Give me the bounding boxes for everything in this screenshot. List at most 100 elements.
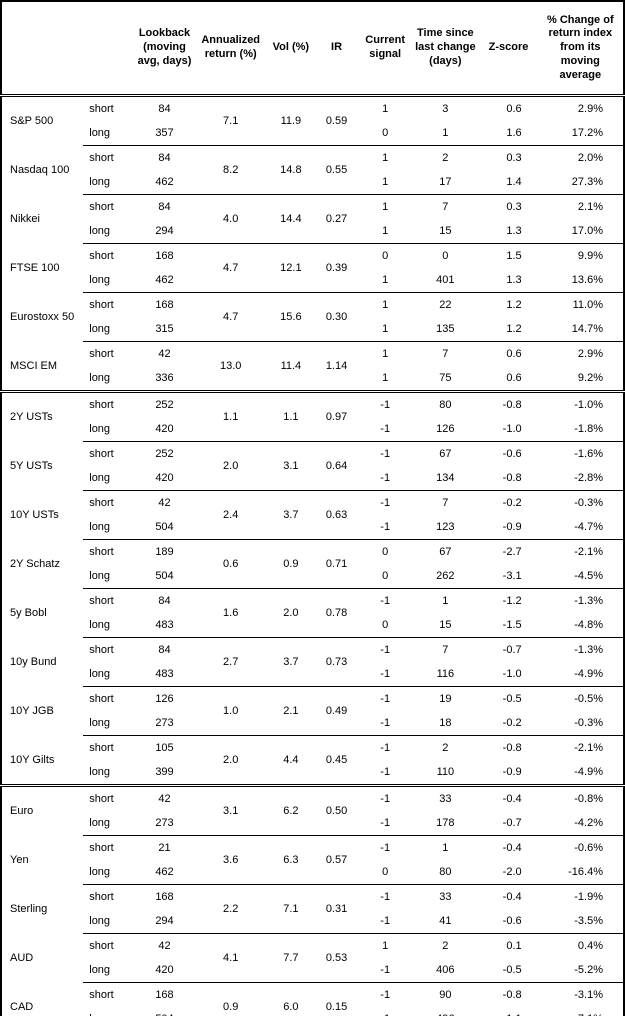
time-since-cell: 80 <box>439 399 452 411</box>
asset-row-short: MSCI EM short 42 13.0 11.4 1.14 1 7 0.6 2.9% <box>1 341 624 393</box>
ir-cell: 0.27 <box>313 194 360 244</box>
horizon-cell: long <box>83 121 136 146</box>
time-since-cell: 401 <box>411 268 480 293</box>
current-signal-cell: 0 <box>359 613 412 638</box>
horizon-cell: short <box>89 152 114 164</box>
annualized-return-cell: 3.6 <box>193 835 268 885</box>
time-since-cell: 22 <box>439 299 452 311</box>
current-signal-cell: 0 <box>382 250 389 262</box>
z-score-cell: -0.6 <box>479 909 538 934</box>
annualized-return-cell: 1.6 <box>193 588 268 638</box>
ir-cell: 0.59 <box>313 95 360 146</box>
pct-change-cell: 2.9% <box>577 348 603 360</box>
z-score-cell: 0.6 <box>479 366 538 393</box>
asset-row-long: long 483 -1 116 -1.0 -4.9% <box>1 662 624 687</box>
lookback-cell: 462 <box>135 860 194 885</box>
asset-row-long: long 504 -1 123 -0.9 -4.7% <box>1 515 624 540</box>
vol-cell: 6.3 <box>267 835 314 885</box>
vol-cell: 11.4 <box>267 341 314 393</box>
annualized-return-cell: 8.2 <box>193 145 268 195</box>
asset-name-cell: 10Y JGB <box>10 705 54 717</box>
horizon-cell: long <box>83 268 136 293</box>
pct-change-cell: -1.3% <box>574 595 603 607</box>
current-signal-cell: 0 <box>359 121 412 146</box>
asset-row-short: 5Y USTs short 252 2.0 3.1 0.64 -1 67 -0.6 -1.6% <box>1 441 624 491</box>
time-since-cell: 1 <box>411 121 480 146</box>
time-since-cell: 2 <box>442 152 449 164</box>
z-score-cell: -0.8 <box>479 466 538 491</box>
z-score-cell: -2.0 <box>479 860 538 885</box>
ir-cell: 0.55 <box>313 145 360 195</box>
ir-cell: 0.45 <box>313 735 360 787</box>
horizon-cell: long <box>83 909 136 934</box>
pct-change-cell: 0.4% <box>577 940 603 952</box>
lookback-cell: 420 <box>135 958 194 983</box>
current-signal-cell: 0 <box>359 564 412 589</box>
lookback-cell: 504 <box>135 515 194 540</box>
lookback-cell: 399 <box>135 760 194 787</box>
z-score-cell: -0.4 <box>502 891 522 903</box>
time-since-cell: 17 <box>411 170 480 195</box>
asset-name-cell: Yen <box>10 854 29 866</box>
vol-cell: 11.9 <box>267 95 314 146</box>
horizon-cell: short <box>89 940 114 952</box>
lookback-cell: 84 <box>158 103 171 115</box>
z-score-cell: -0.9 <box>479 760 538 787</box>
horizon-cell: long <box>83 662 136 687</box>
vol-cell: 2.1 <box>267 686 314 736</box>
vol-cell: 14.4 <box>267 194 314 244</box>
ir-cell: 0.64 <box>313 441 360 491</box>
current-signal-cell: -1 <box>359 662 412 687</box>
z-score-cell: -2.7 <box>502 546 522 558</box>
z-score-cell: 0.6 <box>506 348 522 360</box>
pct-change-cell: -5.2% <box>537 958 624 983</box>
annualized-return-cell: 1.1 <box>193 391 268 442</box>
current-signal-cell: -1 <box>380 793 391 805</box>
lookback-cell: 189 <box>155 546 174 558</box>
annualized-return-cell: 0.9 <box>223 1001 239 1013</box>
asset-row-long: long 399 -1 110 -0.9 -4.9% <box>1 760 624 787</box>
current-signal-cell: -1 <box>359 711 412 736</box>
horizon-cell: long <box>83 811 136 836</box>
current-signal-cell: 1 <box>382 152 389 164</box>
lookback-cell: 42 <box>158 940 171 952</box>
annualized-return-cell: 4.7 <box>193 243 268 293</box>
asset-row-short: Euro short 42 3.1 6.2 0.50 -1 33 -0.4 -0.8% <box>1 785 624 836</box>
pct-change-cell: 9.2% <box>537 366 624 393</box>
z-score-cell: 0.3 <box>506 201 522 213</box>
lookback-cell: 126 <box>155 693 174 705</box>
time-since-cell: 7 <box>442 201 449 213</box>
pct-change-cell: -4.5% <box>537 564 624 589</box>
lookback-cell: 273 <box>135 811 194 836</box>
asset-name-cell: MSCI EM <box>1 341 84 393</box>
z-score-cell: -0.7 <box>479 811 538 836</box>
vol-cell: 3.7 <box>267 637 314 687</box>
current-signal-cell: -1 <box>359 811 412 836</box>
asset-name-cell: 5Y USTs <box>10 460 53 472</box>
asset-row-short: CAD short 168 0.9 6.0 0.15 -1 90 -0.8 -3.1% <box>1 983 624 1013</box>
time-since-cell: 19 <box>439 693 452 705</box>
lookback-cell: 42 <box>158 497 171 509</box>
time-since-cell: 2 <box>442 940 449 952</box>
lookback-cell: 294 <box>135 909 194 934</box>
z-score-cell: 0.3 <box>506 152 522 164</box>
z-score-cell: 1.6 <box>479 121 538 146</box>
asset-row-short: S&P 500 short 84 7.1 11.9 0.59 1 3 0.6 2.9% <box>1 95 624 146</box>
lookback-cell: 273 <box>135 711 194 736</box>
lookback-cell: 105 <box>155 742 174 754</box>
lookback-cell: 315 <box>135 317 194 342</box>
horizon-cell: long <box>83 860 136 885</box>
z-score-cell: 1.3 <box>479 268 538 293</box>
pct-change-cell: -16.4% <box>537 860 624 885</box>
horizon-cell: long <box>83 515 136 540</box>
annualized-return-cell: 2.0 <box>193 735 268 787</box>
corner-blank-2 <box>83 1 136 97</box>
pct-change-cell: -0.3% <box>537 711 624 736</box>
horizon-cell: short <box>89 742 114 754</box>
col-header-time-since: Time since last change (days) <box>411 1 480 97</box>
lookback-cell: 84 <box>158 201 171 213</box>
lookback-cell: 294 <box>135 219 194 244</box>
pct-change-cell: -2.1% <box>574 742 603 754</box>
pct-change-cell: -0.5% <box>574 693 603 705</box>
ir-cell: 0.71 <box>313 539 360 589</box>
